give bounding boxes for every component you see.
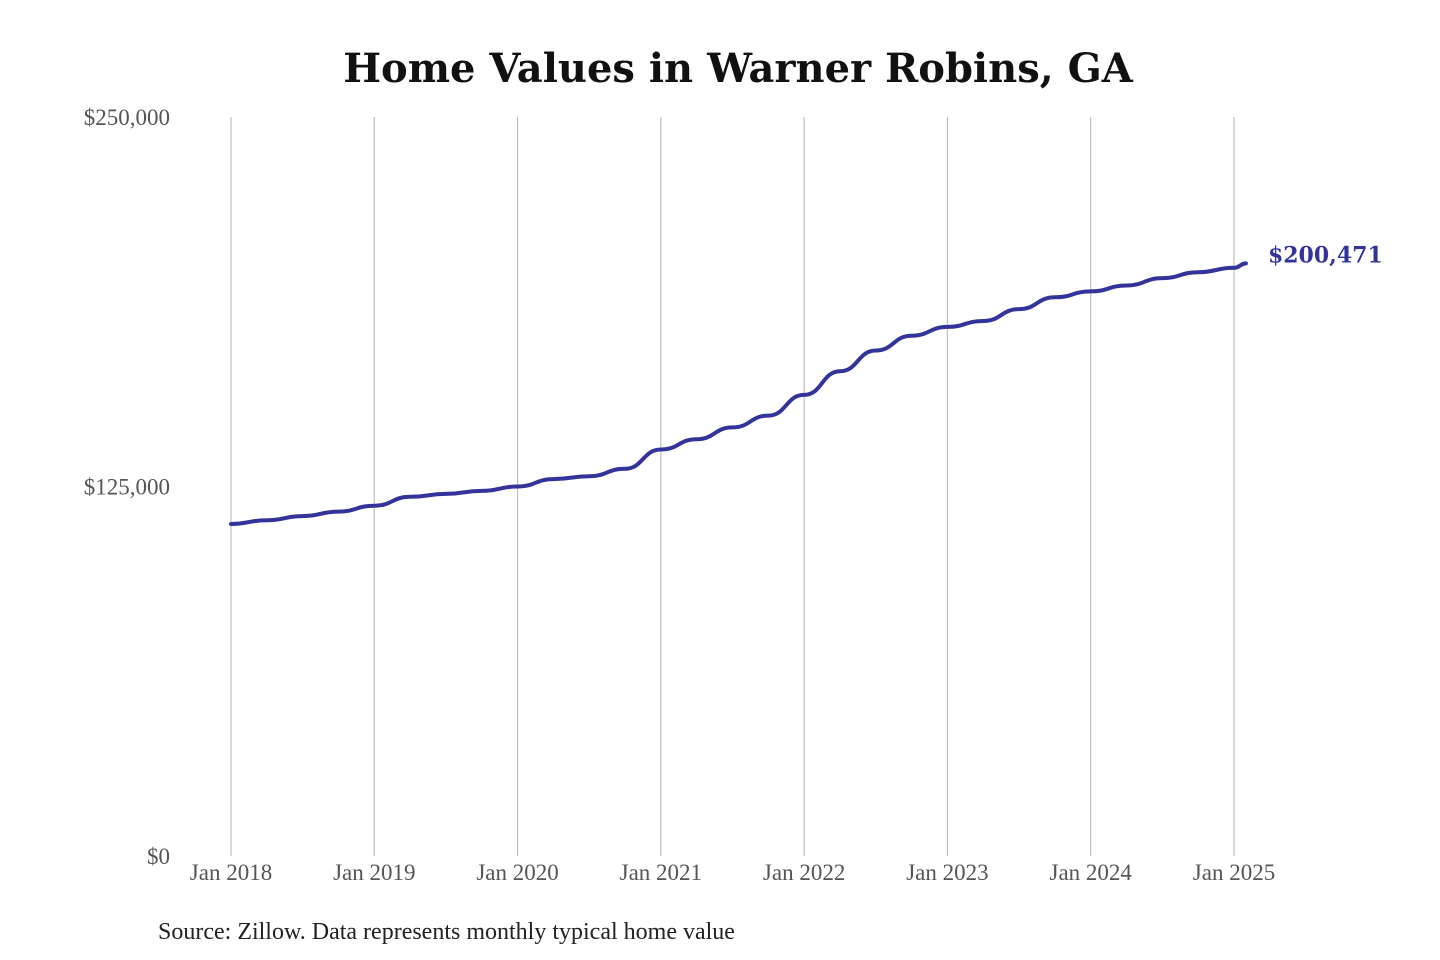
series-end-label: $200,471 <box>1268 242 1383 268</box>
series-layer: $200,471 <box>229 242 1383 526</box>
x-tick-label: Jan 2024 <box>1050 860 1133 885</box>
y-tick-label: $0 <box>147 844 170 869</box>
x-axis-ticks: Jan 2018 Jan 2019 Jan 2020 Jan 2021 Jan 2022… <box>190 860 1275 885</box>
y-tick-label: $125,000 <box>84 475 170 500</box>
chart-title: Home Values in Warner Robins, GA <box>343 45 1133 92</box>
x-tick-label: Jan 2025 <box>1193 860 1275 885</box>
x-tick-label: Jan 2021 <box>620 860 702 885</box>
x-tick-label: Jan 2022 <box>763 860 845 885</box>
gridlines <box>230 117 1235 856</box>
y-tick-label: $250,000 <box>84 105 170 130</box>
x-tick-label: Jan 2020 <box>476 860 558 885</box>
x-tick-label: Jan 2018 <box>190 860 272 885</box>
y-axis-ticks: $0 $125,000 $250,000 <box>84 105 170 869</box>
x-tick-label: Jan 2023 <box>906 860 988 885</box>
series-line <box>229 261 1248 526</box>
x-tick-label: Jan 2019 <box>333 860 415 885</box>
source-note: Source: Zillow. Data represents monthly … <box>158 919 735 945</box>
